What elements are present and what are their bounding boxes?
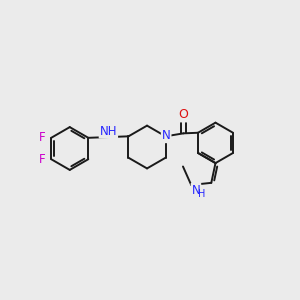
- Text: H: H: [198, 189, 205, 199]
- Text: N: N: [162, 129, 170, 142]
- Text: F: F: [39, 131, 46, 144]
- Text: N: N: [192, 184, 200, 197]
- Text: F: F: [39, 153, 46, 166]
- Text: NH: NH: [100, 124, 117, 138]
- Text: O: O: [178, 108, 188, 122]
